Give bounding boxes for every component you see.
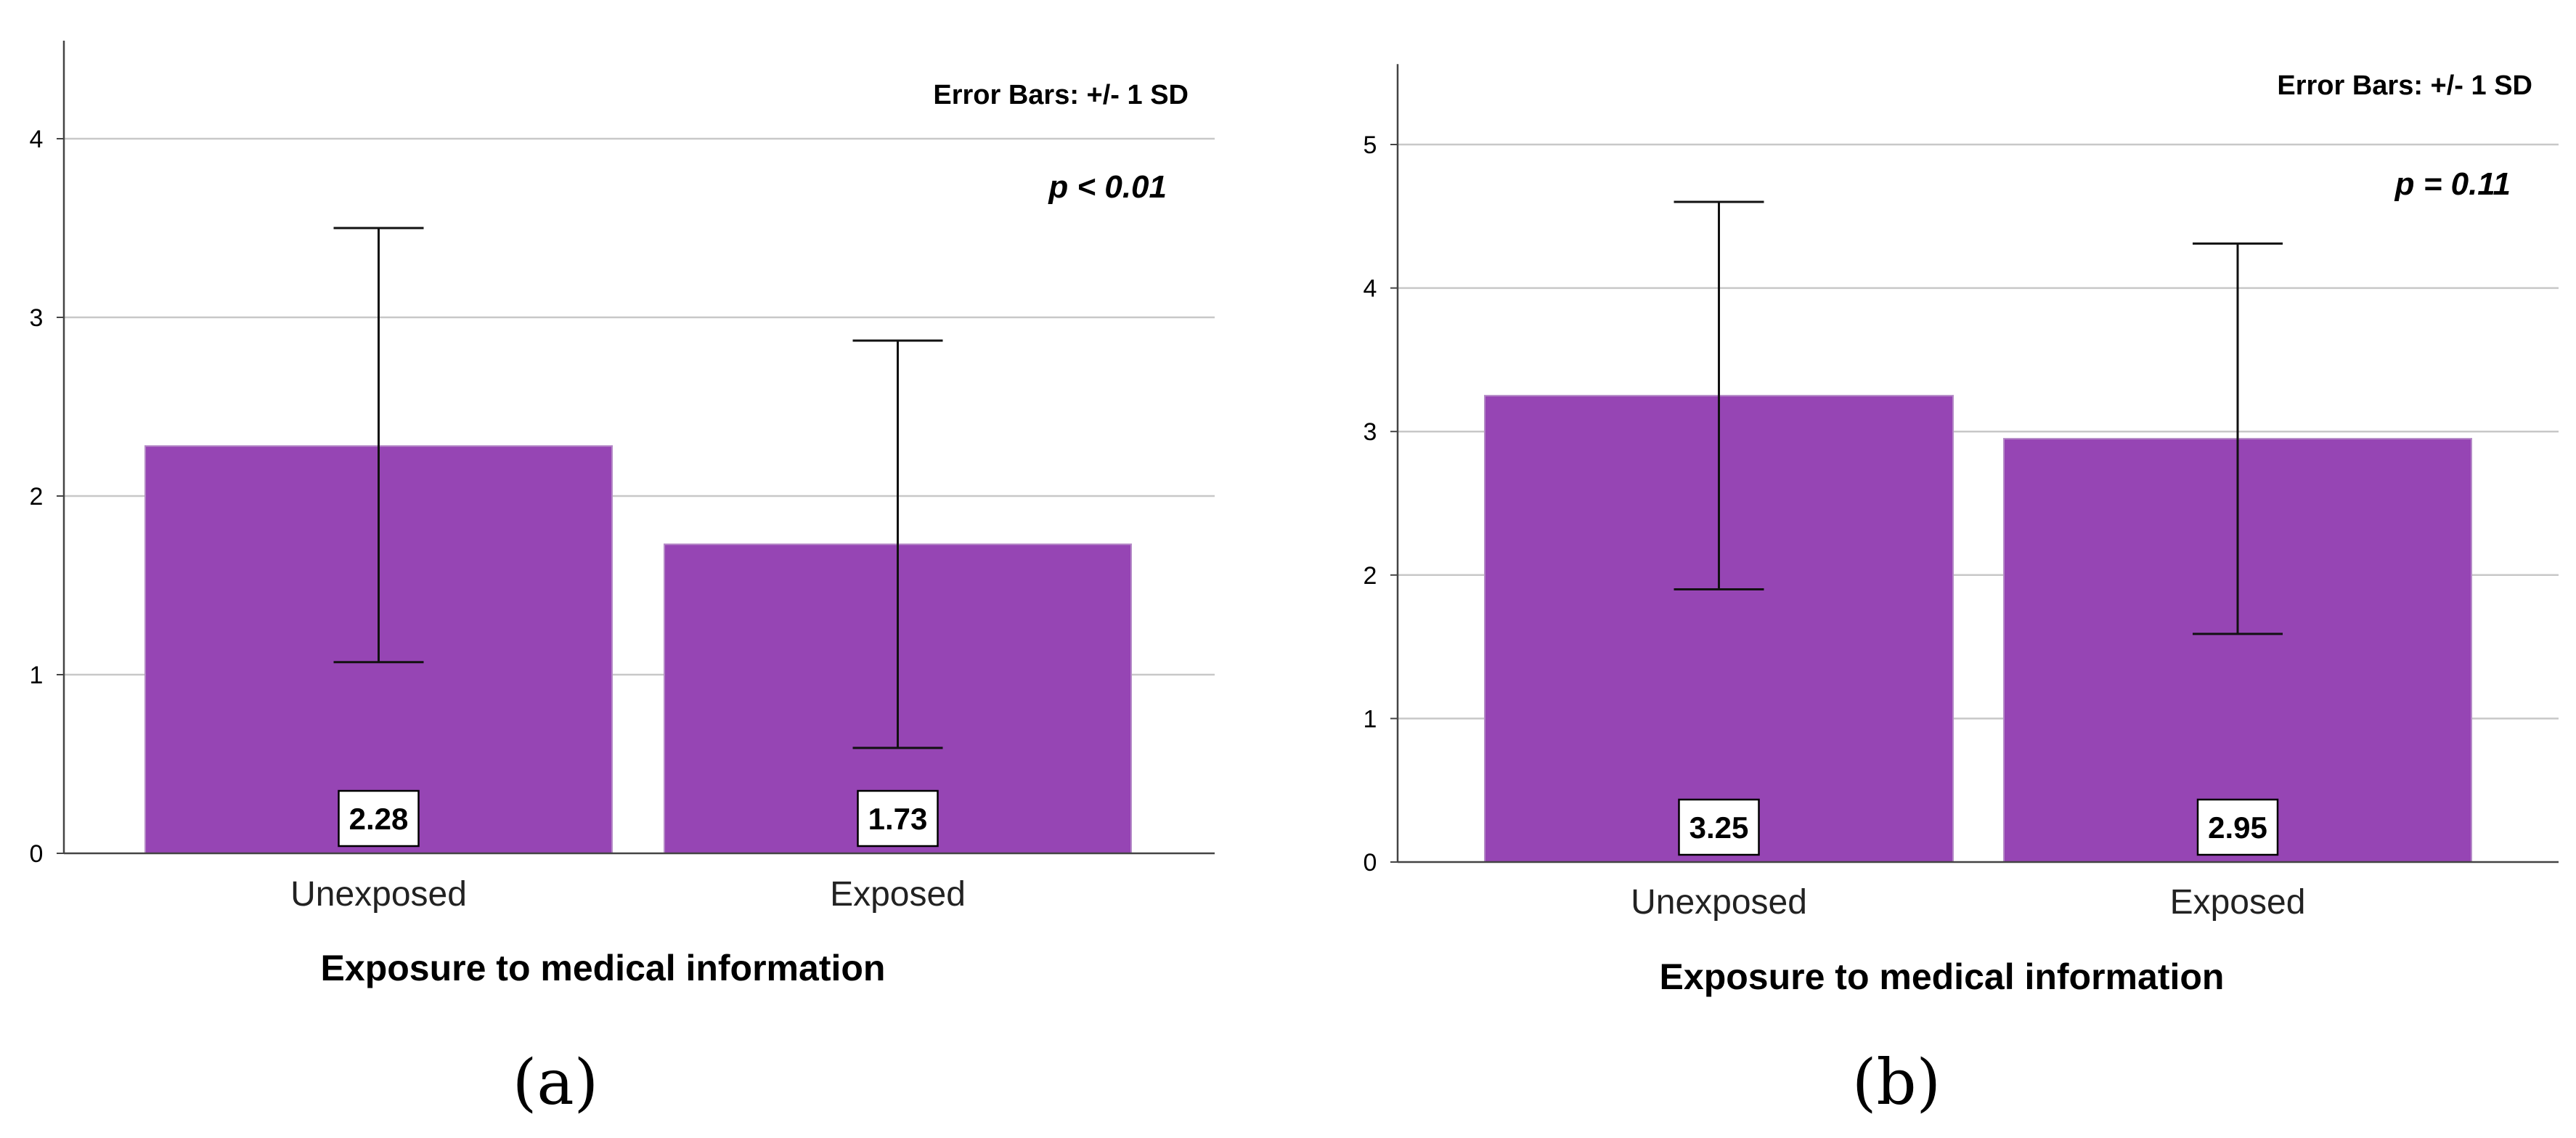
- y-tick-label: 1: [30, 662, 44, 689]
- y-tick-labels: 0 1 2 3 4: [30, 126, 64, 868]
- panel-label: (b): [1852, 1046, 1941, 1119]
- bars: [144, 445, 1132, 854]
- x-axis-title: Exposure to medical information: [321, 948, 886, 988]
- error-bar-note: Error Bars: +/- 1 SD: [933, 80, 1189, 110]
- y-tick-label: 2: [30, 483, 44, 511]
- y-tick-label: 2: [1364, 562, 1377, 590]
- x-axis-title: Exposure to medical information: [1660, 956, 2225, 997]
- y-tick-labels: 0 1 2 3 4 5: [1364, 131, 1398, 877]
- p-value-annotation: p < 0.01: [1048, 169, 1167, 205]
- error-bars: [333, 227, 943, 749]
- y-tick-label: 4: [30, 126, 44, 153]
- value-label-box: [2196, 798, 2279, 856]
- value-label-box: [338, 789, 420, 848]
- value-label-box: [857, 789, 939, 848]
- value-label-box: [1678, 798, 1760, 856]
- value-label: 2.28: [349, 802, 409, 836]
- chart-panel-b: 0 1 2 3 4 5 Unexposed Exposed 3.25 2.95 Error B…: [1364, 64, 2559, 1119]
- x-tick-label: Unexposed: [1631, 883, 1807, 922]
- x-tick-labels: Unexposed Exposed: [1631, 883, 2305, 922]
- error-bars: [1674, 200, 2283, 635]
- chart-panel-a: 0 1 2 3 4 Unexposed Exposed 2.28 1.73 Error Ba…: [30, 41, 1215, 1119]
- bars: [1484, 394, 2472, 863]
- y-tick-label: 0: [30, 840, 44, 868]
- x-tick-label: Exposed: [2170, 883, 2306, 922]
- value-label: 2.95: [2208, 810, 2267, 845]
- value-labels: 2.28 1.73: [338, 789, 939, 848]
- x-tick-labels: Unexposed Exposed: [290, 875, 966, 914]
- y-tick-label: 3: [30, 304, 44, 332]
- value-labels: 3.25 2.95: [1678, 798, 2279, 856]
- y-tick-label: 3: [1364, 418, 1377, 446]
- value-label: 1.73: [868, 802, 928, 836]
- panel-label: (a): [513, 1046, 598, 1119]
- y-tick-label: 5: [1364, 131, 1377, 159]
- y-tick-label: 4: [1364, 275, 1377, 303]
- x-tick-label: Exposed: [830, 875, 966, 914]
- error-bar-note: Error Bars: +/- 1 SD: [2277, 70, 2532, 101]
- y-tick-label: 1: [1364, 705, 1377, 733]
- value-label: 3.25: [1690, 810, 1749, 845]
- x-tick-label: Unexposed: [290, 875, 467, 914]
- p-value-annotation: p = 0.11: [2394, 166, 2511, 202]
- y-tick-label: 0: [1364, 849, 1377, 877]
